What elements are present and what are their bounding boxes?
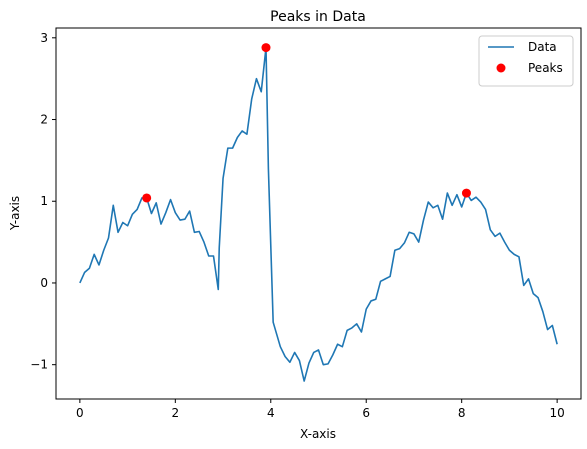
x-tick-label: 0 [76, 406, 84, 420]
peak-marker [142, 193, 152, 203]
y-tick-label: 1 [40, 194, 48, 208]
y-tick-label: 3 [40, 31, 48, 45]
peak-marker [461, 188, 471, 198]
plot-area [79, 43, 558, 382]
data-series-line [79, 46, 558, 382]
y-tick-label: 2 [40, 113, 48, 127]
x-tick-label: 2 [171, 406, 179, 420]
x-tick-label: 10 [549, 406, 564, 420]
plot-frame [55, 27, 582, 400]
legend-marker-swatch [496, 63, 506, 73]
x-tick-label: 6 [362, 406, 370, 420]
y-tick-label: −1 [30, 358, 48, 372]
legend-label-data: Data [528, 40, 557, 54]
chart-title: Peaks in Data [270, 9, 366, 25]
legend: Data Peaks [478, 35, 574, 87]
y-axis-label: Y-axis [8, 196, 22, 231]
y-tick-label: 0 [40, 276, 48, 290]
x-axis-ticks: 0 2 4 6 8 10 [76, 399, 565, 420]
x-tick-label: 4 [267, 406, 275, 420]
y-axis-ticks: −1 0 1 2 3 [30, 31, 56, 372]
peak-marker [261, 43, 271, 53]
legend-box [478, 35, 574, 87]
x-tick-label: 8 [458, 406, 466, 420]
legend-label-peaks: Peaks [528, 61, 563, 75]
x-axis-label: X-axis [300, 427, 336, 441]
